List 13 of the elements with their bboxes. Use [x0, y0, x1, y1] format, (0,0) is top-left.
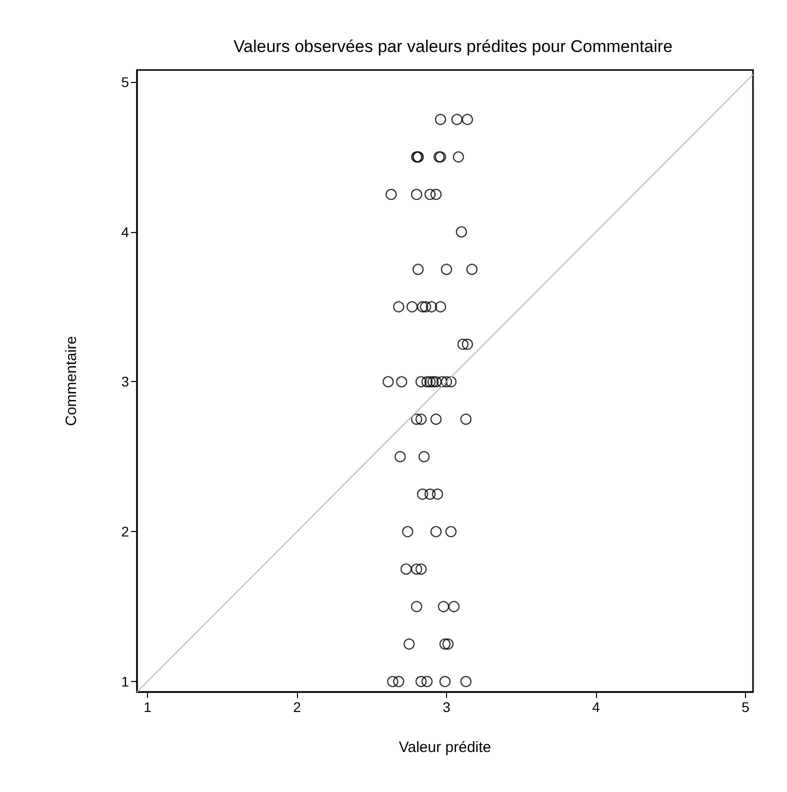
y-tick-label: 1 [121, 674, 130, 690]
y-tick-label: 3 [121, 374, 130, 390]
y-tick-label: 4 [121, 224, 130, 240]
x-tick-label: 1 [144, 699, 152, 715]
y-axis-title: Commentaire [63, 336, 80, 426]
y-tick-label: 5 [121, 74, 130, 90]
chart-title: Valeurs observées par valeurs prédites pour Commentaire [233, 37, 673, 56]
x-tick-label: 4 [592, 699, 600, 715]
x-tick-label: 3 [442, 699, 451, 715]
x-axis-title: Valeur prédite [398, 739, 492, 756]
x-tick-label: 5 [742, 699, 750, 715]
y-tick-label: 2 [121, 524, 130, 540]
x-tick-label: 2 [293, 699, 302, 715]
